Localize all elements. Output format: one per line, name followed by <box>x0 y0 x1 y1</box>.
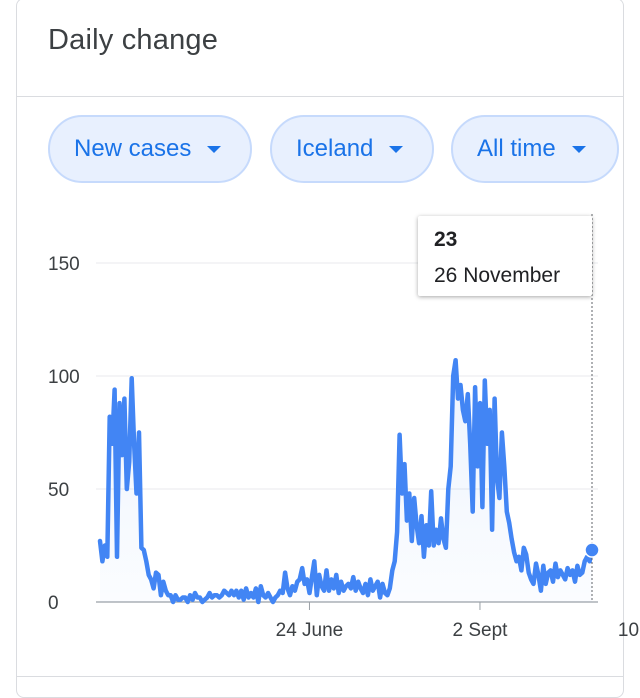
y-tick-label: 150 <box>48 254 80 275</box>
y-tick-label: 100 <box>48 367 80 388</box>
series-line <box>97 357 595 605</box>
x-tick-label: 2 Sept <box>452 620 508 641</box>
dropdown-arrow-icon <box>571 145 586 153</box>
metric-filter-chip[interactable]: New cases <box>48 115 252 183</box>
tooltip-value: 23 <box>434 228 458 251</box>
tooltip: 23 26 November <box>418 216 592 296</box>
tooltip-date: 26 November <box>434 264 561 287</box>
x-tick-label: 24 June <box>276 620 344 641</box>
location-filter-label: Iceland <box>296 135 374 162</box>
dropdown-arrow-icon <box>389 145 404 153</box>
metric-filter-label: New cases <box>74 135 192 162</box>
dropdown-arrow-icon <box>207 145 222 153</box>
series-area <box>100 360 592 602</box>
card-title: Daily change <box>48 24 219 56</box>
time-range-filter-label: All time <box>477 135 556 162</box>
y-tick-label: 0 <box>48 593 59 614</box>
y-tick-label: 50 <box>48 480 69 501</box>
location-filter-chip[interactable]: Iceland <box>270 115 434 183</box>
x-tick-label: 10 Nov <box>618 620 640 641</box>
header-divider <box>16 96 624 97</box>
hover-point[interactable] <box>584 542 600 558</box>
daily-change-chart: 0 50 100 150 24 June 2 Sept 10 Nov <box>48 214 640 641</box>
footer-divider <box>16 676 624 677</box>
time-range-filter-chip[interactable]: All time <box>451 115 619 183</box>
